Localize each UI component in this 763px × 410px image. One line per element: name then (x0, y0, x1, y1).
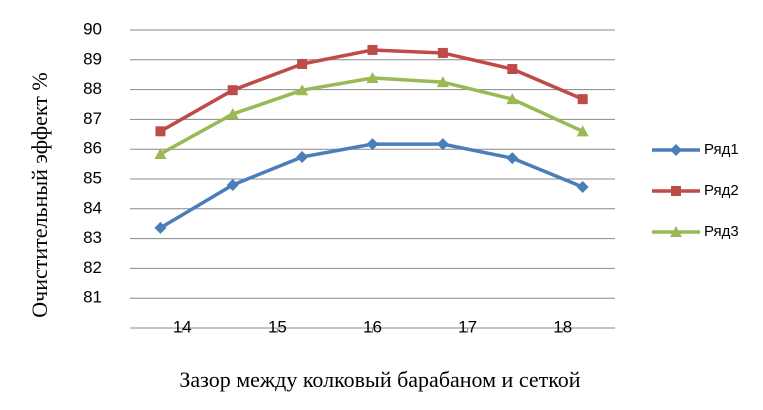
point (507, 64, 518, 75)
point (366, 138, 379, 151)
point (366, 71, 379, 83)
x-tick-label: 17 (458, 317, 477, 336)
point (577, 94, 588, 105)
point (506, 152, 519, 165)
x-tick-label: 16 (363, 317, 382, 336)
x-tick-label: 18 (553, 317, 572, 336)
legend-label: Ряд2 (704, 182, 739, 199)
y-tick-label: 81 (83, 288, 102, 307)
point (296, 150, 309, 163)
point (671, 186, 681, 196)
y-tick-label: 88 (83, 79, 102, 98)
point (155, 126, 166, 137)
y-tick-label: 89 (83, 49, 102, 68)
series-line (159, 142, 584, 230)
x-tick-label: 14 (173, 317, 192, 336)
point (154, 147, 167, 159)
x-axis-label: Зазор между колковый барабаном и сеткой (179, 367, 580, 392)
point (576, 181, 589, 194)
point (226, 108, 239, 120)
point (226, 178, 239, 191)
y-tick-label: 90 (83, 19, 102, 38)
point (436, 76, 449, 88)
point (506, 93, 519, 105)
point (227, 85, 238, 96)
y-tick-label: 82 (83, 258, 102, 277)
y-tick-label: 86 (83, 139, 102, 158)
y-tick-label: 85 (83, 168, 102, 187)
point (296, 84, 309, 96)
legend-label: Ряд1 (704, 141, 739, 158)
y-axis-label: Очистительный эффект % (27, 72, 52, 317)
point (670, 226, 682, 237)
point (437, 47, 448, 58)
y-tick-label: 87 (83, 109, 102, 128)
point (670, 144, 682, 156)
y-tick-label: 84 (83, 198, 102, 217)
point (576, 125, 589, 137)
point (367, 44, 378, 55)
x-tick-label: 15 (268, 317, 287, 336)
point (154, 221, 167, 234)
y-tick-label: 83 (83, 228, 102, 247)
point (297, 58, 308, 69)
legend-label: Ряд3 (704, 223, 739, 240)
point (436, 138, 449, 151)
